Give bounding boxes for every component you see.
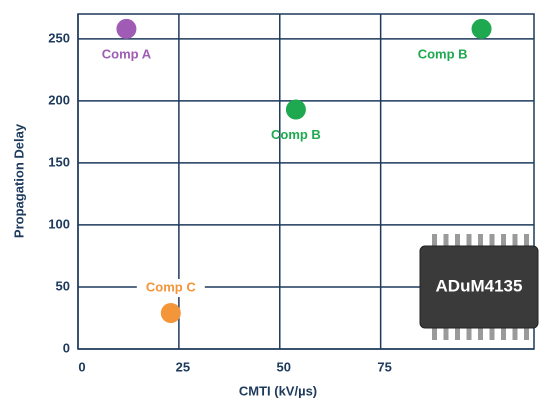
chip-pin: [501, 234, 506, 247]
x-tick-label: 0: [78, 359, 85, 374]
chip-pin: [466, 234, 472, 247]
label-bg: [136, 279, 205, 298]
point: [471, 18, 492, 39]
chip-pin: [443, 234, 449, 247]
chip-pin: [478, 327, 483, 340]
x-tick-label: 75: [377, 359, 391, 374]
chip-pin: [489, 234, 495, 247]
x-axis-label: CMTI (kV/µs): [239, 383, 317, 398]
chip-pin: [489, 327, 495, 340]
chip-pin: [478, 234, 483, 247]
y-tick-label: 250: [48, 30, 70, 45]
point-label: Comp A: [102, 46, 152, 61]
chip-label: ADuM4135: [436, 276, 523, 295]
chip-body: [419, 245, 539, 329]
y-tick-label: 100: [48, 216, 70, 231]
chip-pin: [432, 234, 437, 247]
chip-pin: [455, 234, 460, 247]
chip-pin: [443, 327, 449, 340]
x-tick-label: 50: [277, 359, 291, 374]
y-tick-label: 150: [48, 154, 70, 169]
point: [116, 18, 137, 39]
chip-pin: [512, 327, 518, 340]
point-label: Comp C: [146, 279, 196, 294]
point-label: Comp B: [271, 127, 321, 142]
y-tick-label: 50: [56, 278, 70, 293]
point: [285, 99, 306, 120]
point: [160, 303, 181, 324]
chip-pin: [512, 234, 518, 247]
chip-pin: [466, 327, 472, 340]
y-axis-label: Propagation Delay: [11, 123, 26, 238]
y-tick-label: 200: [48, 92, 70, 107]
chip-pin: [501, 327, 506, 340]
chip-pin: [455, 327, 460, 340]
chip-pin: [524, 327, 529, 340]
y-tick-label: 0: [63, 340, 70, 355]
x-tick-label: 25: [176, 359, 190, 374]
chip-pin: [524, 234, 529, 247]
point-label: Comp B: [418, 46, 468, 61]
chip-pin: [432, 327, 437, 340]
